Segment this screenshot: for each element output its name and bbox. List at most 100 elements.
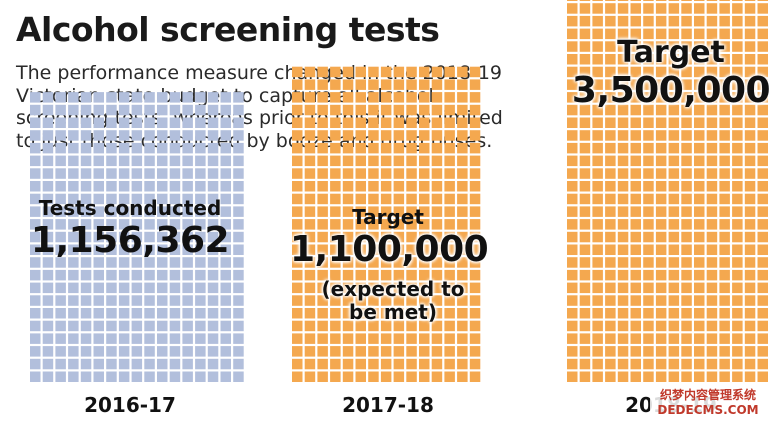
waffle-cell: [93, 206, 104, 217]
waffle-cell: [444, 308, 455, 319]
waffle-cell: [93, 333, 104, 344]
waffle-cell: [617, 308, 629, 319]
waffle-cell: [380, 308, 392, 319]
waffle-cell: [207, 155, 219, 167]
waffle-cell: [706, 168, 718, 179]
waffle-cell: [342, 358, 354, 370]
waffle-cell: [681, 28, 692, 40]
waffle-cell: [681, 117, 692, 128]
waffle-cell: [93, 308, 104, 319]
annotation-label-2016-17: Tests conducted: [38, 196, 222, 220]
waffle-cell: [567, 28, 578, 40]
waffle-cell: [419, 257, 430, 268]
waffle-cell: [368, 193, 379, 205]
waffle-cell: [342, 333, 354, 344]
waffle-cell: [380, 206, 392, 217]
waffle-cell: [68, 104, 79, 116]
waffle-cell: [757, 333, 768, 344]
waffle-cell: [592, 54, 603, 65]
waffle-cell: [719, 15, 730, 27]
waffle-cell: [169, 308, 181, 319]
waffle-cell: [592, 257, 603, 268]
waffle-cell: [207, 371, 219, 382]
waffle-cell: [643, 104, 654, 116]
waffle-cell: [668, 168, 680, 179]
waffle-cell: [694, 155, 705, 167]
waffle-cell: [419, 206, 430, 217]
waffle-cell: [719, 181, 730, 192]
waffle-cell: [157, 244, 168, 255]
waffle-cell: [118, 295, 130, 306]
waffle-cell: [304, 333, 316, 344]
waffle-cell: [157, 358, 168, 370]
waffle-cell: [106, 142, 117, 154]
waffle-cell: [579, 371, 591, 382]
waffle-cell: [579, 181, 591, 192]
waffle-cell: [292, 320, 303, 332]
waffle-cell: [118, 346, 130, 357]
waffle-cell: [93, 219, 104, 230]
waffle-cell: [169, 295, 181, 306]
waffle-cell: [655, 333, 667, 344]
waffle-cell: [592, 104, 603, 116]
waffle-cell: [469, 358, 481, 370]
waffle-cell: [668, 295, 680, 306]
waffle-cell: [592, 193, 603, 205]
waffle-cell: [380, 104, 392, 116]
waffle-cell: [330, 320, 341, 332]
waffle-cell: [757, 79, 768, 90]
waffle-cell: [431, 66, 443, 78]
waffle-cell: [444, 130, 455, 141]
waffle-cell: [118, 181, 130, 192]
waffle-cell: [579, 92, 591, 103]
waffle-cell: [444, 168, 455, 179]
waffle-cell: [431, 371, 443, 382]
waffle-cell: [55, 142, 66, 154]
waffle-cell: [630, 181, 641, 192]
waffle-cell: [706, 257, 718, 268]
waffle-cell: [757, 282, 768, 294]
waffle-cell: [68, 269, 79, 281]
waffle-cell: [605, 130, 616, 141]
waffle-cell: [694, 358, 705, 370]
waffle-cell: [681, 3, 692, 14]
waffle-cell: [643, 193, 654, 205]
waffle-cell: [592, 308, 603, 319]
waffle-cell: [106, 193, 117, 205]
waffle-cell: [668, 308, 680, 319]
waffle-cell: [732, 41, 743, 52]
waffle-cell: [694, 66, 705, 78]
waffle-cell: [617, 142, 629, 154]
waffle-cell: [304, 320, 316, 332]
waffle-cell: [220, 231, 231, 243]
waffle-cell: [393, 155, 405, 167]
waffle-cell: [292, 168, 303, 179]
waffle-cell: [182, 142, 193, 154]
waffle-cell: [617, 257, 629, 268]
waffle-cell: [757, 155, 768, 167]
waffle-cell: [80, 295, 92, 306]
waffle-cell: [630, 231, 641, 243]
waffle-cell: [567, 282, 578, 294]
waffle-cell: [93, 320, 104, 332]
waffle-cell: [719, 308, 730, 319]
waffle-cell: [444, 282, 455, 294]
waffle-cell: [732, 231, 743, 243]
waffle-cell: [131, 117, 143, 128]
waffle-cell: [681, 206, 692, 217]
waffle-cell: [131, 358, 143, 370]
waffle-cell: [195, 181, 206, 192]
waffle-cell: [317, 269, 328, 281]
waffle-cell: [68, 346, 79, 357]
waffle-cell: [406, 79, 417, 90]
waffle-cell: [355, 92, 366, 103]
waffle-cell: [643, 295, 654, 306]
waffle-cell: [182, 333, 193, 344]
waffle-cell: [157, 168, 168, 179]
waffle-cell: [579, 295, 591, 306]
waffle-cell: [469, 142, 481, 154]
waffle-cell: [469, 308, 481, 319]
waffle-cell: [220, 346, 231, 357]
waffle-cell: [744, 0, 756, 1]
waffle-cell: [655, 244, 667, 255]
